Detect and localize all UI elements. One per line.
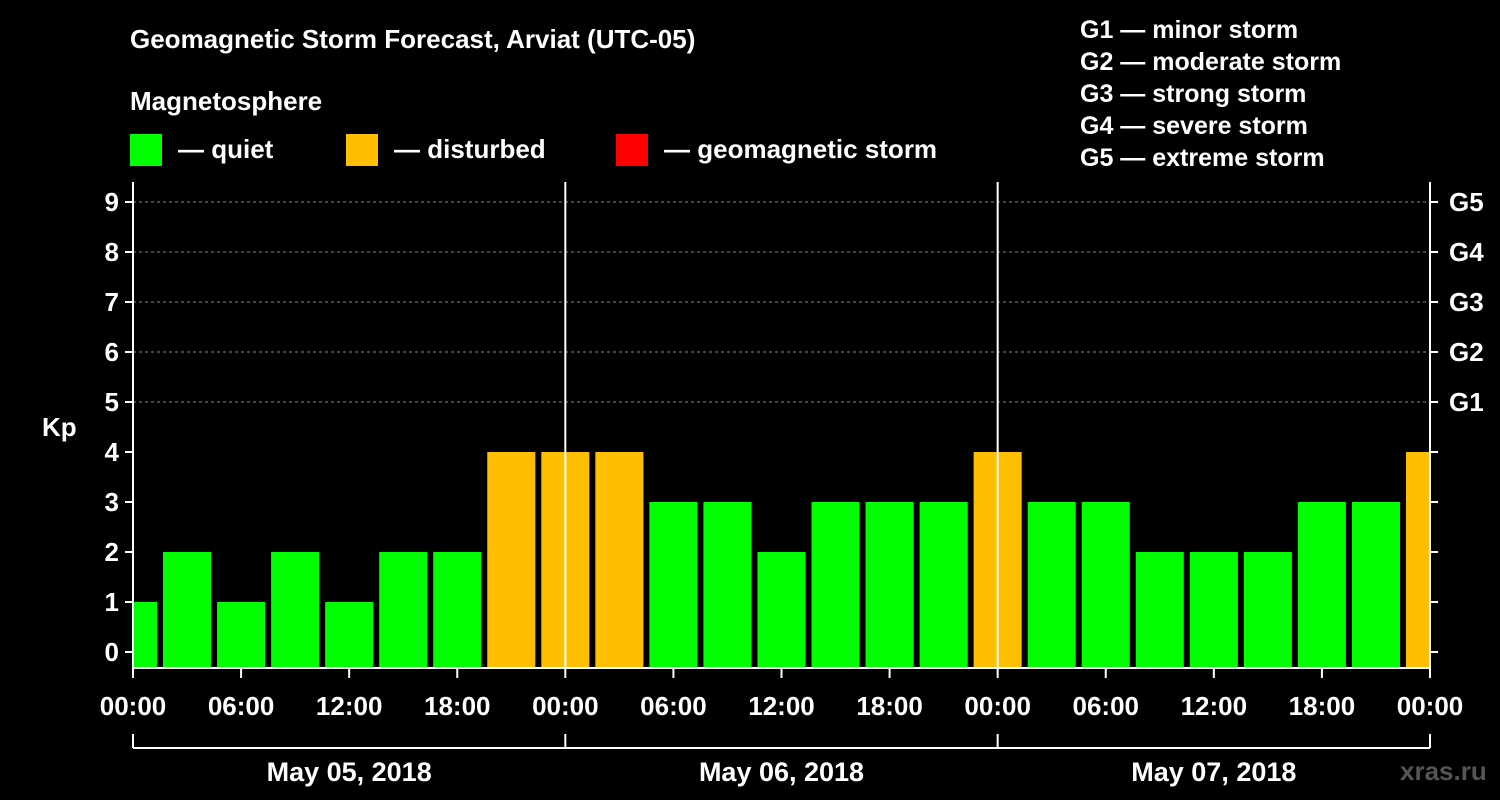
kp-bar [271, 552, 320, 668]
x-tick-label: 18:00 [424, 691, 491, 721]
legend-swatch-quiet [130, 134, 162, 166]
legend-swatch-storm [616, 134, 648, 166]
kp-bar [595, 452, 644, 668]
g-scale-item: G2 — moderate storm [1080, 48, 1342, 76]
g-scale-item: G4 — severe storm [1080, 112, 1308, 140]
legend-heading: Magnetosphere [130, 86, 323, 116]
kp-bar [133, 602, 158, 668]
kp-bar [1351, 502, 1400, 668]
y-tick-label: 5 [105, 387, 119, 417]
y-tick-label: 7 [105, 287, 119, 317]
x-tick-label: 06:00 [208, 691, 275, 721]
kp-bar [487, 452, 536, 668]
g-level-label: G3 [1449, 287, 1484, 317]
x-tick-label: 18:00 [1289, 691, 1356, 721]
y-tick-label: 0 [105, 637, 119, 667]
y-tick-label: 2 [105, 537, 119, 567]
g-scale-item: G3 — strong storm [1080, 80, 1307, 108]
x-tick-label: 06:00 [640, 691, 707, 721]
kp-bar [1135, 552, 1184, 668]
y-tick-label: 9 [105, 187, 119, 217]
x-tick-label: 12:00 [316, 691, 383, 721]
kp-bar [433, 552, 482, 668]
chart-title: Geomagnetic Storm Forecast, Arviat (UTC-… [130, 24, 696, 54]
kp-bar [649, 502, 698, 668]
bars-group [133, 452, 1430, 668]
watermark: xras.ru [1400, 756, 1487, 786]
g-level-label: G1 [1449, 387, 1484, 417]
legend-swatch-disturbed [346, 134, 378, 166]
kp-bar [811, 502, 860, 668]
x-tick-label: 18:00 [856, 691, 923, 721]
y-tick-label: 1 [105, 587, 119, 617]
x-tick-label: 00:00 [1397, 691, 1464, 721]
kp-bar [163, 552, 212, 668]
g-scale-item: G5 — extreme storm [1080, 144, 1325, 172]
day-label: May 06, 2018 [699, 757, 864, 787]
x-tick-label: 12:00 [1181, 691, 1248, 721]
g-level-label: G2 [1449, 337, 1484, 367]
y-tick-label: 6 [105, 337, 119, 367]
g-scale-list: G1 — minor storm G2 — moderate storm G3 … [1080, 14, 1341, 174]
kp-bar [379, 552, 428, 668]
day-label: May 05, 2018 [267, 757, 432, 787]
kp-bar [1027, 502, 1076, 668]
g-level-label: G5 [1449, 187, 1484, 217]
legend-label-quiet: — quiet [178, 134, 274, 164]
kp-bar [217, 602, 266, 668]
day-label: May 07, 2018 [1131, 757, 1296, 787]
x-tick-label: 00:00 [532, 691, 599, 721]
g-level-label: G4 [1449, 237, 1484, 267]
kp-bar [1189, 552, 1238, 668]
y-tick-label: 4 [105, 437, 120, 467]
y-tick-label: 3 [105, 487, 119, 517]
x-tick-label: 12:00 [748, 691, 815, 721]
y-tick-label: 8 [105, 237, 119, 267]
x-tick-label: 00:00 [100, 691, 167, 721]
kp-bar [865, 502, 914, 668]
kp-bar [919, 502, 968, 668]
g-scale-item: G1 — minor storm [1080, 16, 1299, 44]
x-tick-label: 06:00 [1073, 691, 1140, 721]
kp-bar [757, 552, 806, 668]
kp-bar [703, 502, 752, 668]
kp-bar [1405, 452, 1430, 668]
kp-bar [1297, 502, 1346, 668]
legend-label-disturbed: — disturbed [394, 134, 546, 164]
kp-bar [1081, 502, 1130, 668]
kp-bar [1243, 552, 1292, 668]
kp-bar [325, 602, 374, 668]
legend-label-storm: — geomagnetic storm [664, 134, 938, 164]
x-tick-label: 00:00 [964, 691, 1031, 721]
y-axis-label: Kp [42, 412, 77, 442]
